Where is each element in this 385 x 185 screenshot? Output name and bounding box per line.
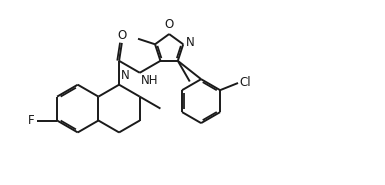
Text: O: O [117,28,126,42]
Text: NH: NH [141,74,158,87]
Text: N: N [186,36,195,49]
Text: Cl: Cl [240,76,251,89]
Text: O: O [164,18,174,31]
Text: F: F [28,114,35,127]
Text: N: N [121,69,129,82]
